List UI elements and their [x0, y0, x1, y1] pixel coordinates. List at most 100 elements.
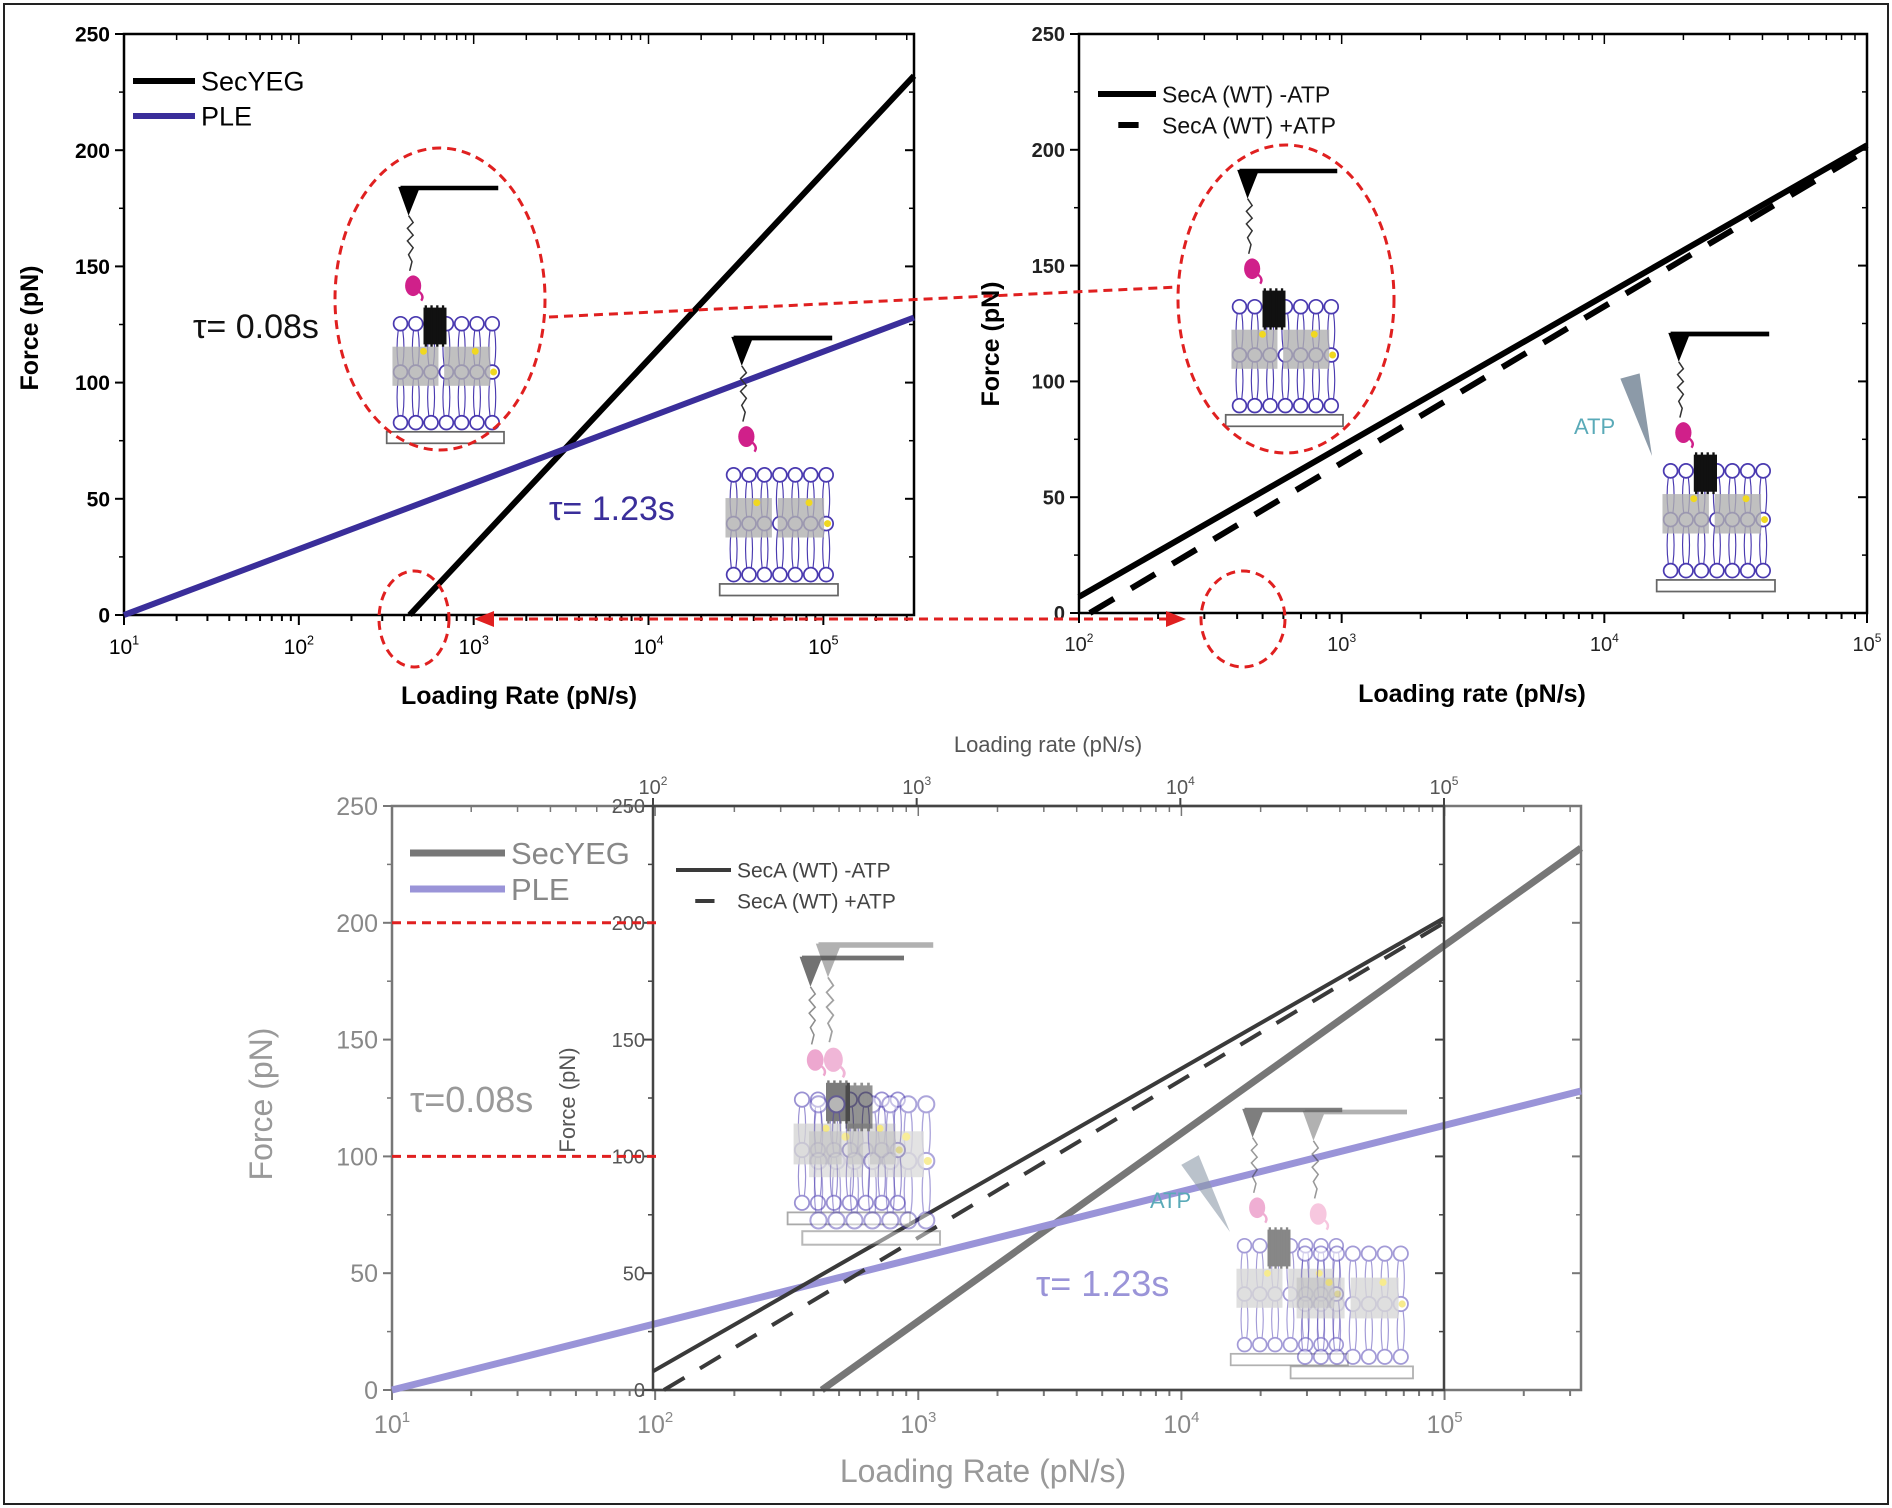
x-tick-label: 102	[639, 774, 668, 799]
lipid-head	[863, 1095, 882, 1114]
membrane-protein-block	[1296, 1277, 1345, 1319]
atp-label: ATP	[1574, 414, 1615, 439]
series-line-secyeg	[819, 845, 1584, 1393]
lipid-head	[899, 1151, 918, 1171]
lipid-head	[1323, 298, 1340, 315]
lipid-head	[392, 315, 409, 332]
x-tick-label: 104	[1166, 774, 1195, 799]
series-line-seca-wt-atp	[1088, 147, 1869, 616]
substrate-protein-icon	[1249, 1197, 1266, 1219]
lipid-head	[484, 315, 501, 332]
lipid-tail	[1396, 1260, 1405, 1297]
lipid-head	[1252, 1286, 1268, 1302]
lipid-head	[756, 467, 773, 483]
lipid-head	[1376, 1245, 1393, 1262]
secyeg-channel-icon	[1693, 454, 1717, 492]
y-tick-label: 100	[612, 1147, 645, 1169]
afm-membrane-illustration	[801, 942, 942, 1246]
lipid-head	[1296, 1295, 1314, 1313]
lipid-head	[873, 1091, 890, 1108]
lipid-head	[1344, 1348, 1361, 1365]
x-tick-label: 102	[1065, 631, 1094, 656]
lipid-head	[772, 566, 788, 583]
lipid-head	[408, 414, 424, 431]
x-tick-base: 10	[109, 636, 132, 659]
lipid-head	[741, 566, 757, 583]
y-tick-label: 50	[350, 1260, 378, 1288]
lipid-tail	[877, 1157, 886, 1196]
lipid-head	[857, 1141, 874, 1159]
atp-pipette: ATP	[1574, 373, 1652, 456]
support-substrate	[718, 583, 839, 597]
x-tick-exponent: 2	[661, 774, 668, 788]
lipid-tail	[861, 1106, 871, 1143]
x-tick-exponent: 5	[1875, 631, 1882, 645]
lipid-head	[881, 1211, 900, 1230]
lipid-head	[438, 414, 455, 431]
yellow-label-dot	[876, 1124, 884, 1132]
membrane-protein-block	[1350, 1277, 1399, 1319]
lipid-tail	[1240, 1252, 1249, 1288]
lipid-head	[809, 1211, 828, 1230]
x-tick-exponent: 5	[1452, 774, 1459, 788]
x-tick-base: 10	[1426, 1411, 1454, 1439]
pipette-icon	[1620, 373, 1652, 456]
lipid-tail	[1348, 1311, 1358, 1350]
lipid-tail	[1300, 1260, 1310, 1297]
x-tick-base: 10	[1065, 634, 1087, 656]
lipid-head	[1236, 1336, 1253, 1353]
y-tick-label: 0	[98, 605, 110, 628]
lipid-tail	[867, 1112, 878, 1153]
lipid-head	[1376, 1348, 1393, 1365]
y-tick-label: 200	[612, 913, 645, 935]
lipid-head	[827, 1211, 846, 1230]
lipid-tail	[813, 1112, 824, 1153]
lipid-head	[772, 467, 788, 483]
lipid-head	[1662, 562, 1679, 579]
x-tick-base: 10	[284, 636, 307, 659]
y-tick-label: 50	[87, 488, 110, 511]
x-tick-base: 10	[639, 777, 661, 799]
series-line-seca-wt-atp	[652, 916, 1445, 1374]
yellow-label-dot	[1264, 1269, 1271, 1277]
lipid-tail	[885, 1112, 896, 1153]
lipid-tail	[1240, 1300, 1249, 1338]
yellow-label-dot	[902, 1132, 911, 1141]
lipid-head	[899, 1095, 918, 1114]
lipid-tail	[831, 1169, 842, 1213]
lipid-head	[917, 1095, 936, 1114]
y-tick-label: 50	[1043, 487, 1065, 509]
lipid-tail	[1255, 1300, 1264, 1338]
x-tick-exponent: 2	[665, 1409, 673, 1426]
lipid-tail	[831, 1112, 842, 1153]
secyeg-channel-icon	[1267, 1229, 1291, 1267]
lipid-head	[881, 1095, 900, 1114]
lipid-tail	[829, 1157, 839, 1196]
x-tick-exponent: 3	[928, 1409, 936, 1426]
yellow-label-dot	[1398, 1300, 1406, 1308]
afm-tip-icon	[1242, 1108, 1265, 1138]
figure-border	[3, 3, 1889, 1505]
lipid-head	[1344, 1245, 1361, 1262]
x-tick-base: 10	[900, 1411, 928, 1439]
membrane-protein-block	[1283, 329, 1330, 369]
lipid-head	[825, 1194, 843, 1211]
x-tick-exponent: 4	[1191, 1409, 1199, 1426]
x-tick-base: 10	[902, 777, 924, 799]
lipid-head	[841, 1194, 858, 1211]
lipid-head	[809, 1141, 827, 1159]
lipid-tail	[1396, 1311, 1405, 1350]
protein-tail	[820, 1065, 827, 1077]
lipid-head	[1312, 1348, 1330, 1365]
yellow-label-dot	[895, 1146, 903, 1154]
y-tick-label: 250	[75, 24, 110, 47]
afm-tip-icon	[815, 943, 842, 978]
membrane-protein-block	[793, 1123, 842, 1165]
afm-membrane-illustration	[1289, 1109, 1414, 1380]
afm-membrane-illustration	[786, 955, 911, 1226]
lipid-head	[857, 1091, 874, 1108]
x-tick-label: 103	[458, 634, 488, 659]
yellow-label-dot	[753, 499, 761, 507]
legend-label: SecA (WT) +ATP	[737, 891, 896, 914]
x-tick-exponent: 5	[832, 634, 839, 648]
